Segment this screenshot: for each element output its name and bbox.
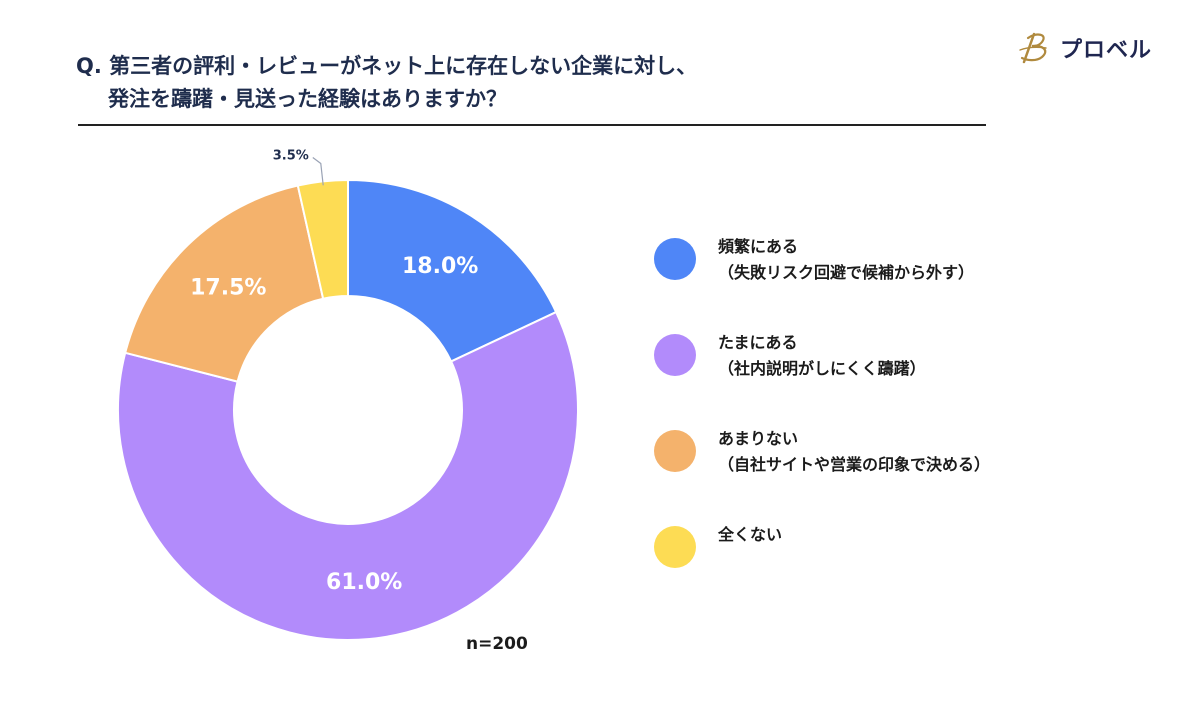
legend-label: 頻繁にある xyxy=(718,237,799,256)
legend-item-never: 全くない xyxy=(654,520,1114,616)
survey-question: Q. 第三者の評利・レビューがネット上に存在しない企業に対し、 発注を躊躇・見送… xyxy=(76,50,697,116)
legend-item-rarely: あまりない （自社サイトや営業の印象で決める） xyxy=(654,424,1114,520)
legend-label: 全くない xyxy=(718,525,783,544)
question-line-1: Q. 第三者の評利・レビューがネット上に存在しない企業に対し、 xyxy=(76,54,698,78)
legend-item-sometimes: たまにある （社内説明がしにくく躊躇） xyxy=(654,328,1114,424)
slice-data-label: 61.0% xyxy=(326,570,402,595)
chart-legend: 頻繁にある （失敗リスク回避で候補から外す） たまにある （社内説明がしにくく躊… xyxy=(654,232,1114,616)
slice-leader-line xyxy=(312,157,324,186)
legend-label: あまりない xyxy=(718,429,799,448)
legend-sublabel: （失敗リスク回避で候補から外す） xyxy=(718,263,975,282)
legend-sublabel: （社内説明がしにくく躊躇） xyxy=(718,359,926,378)
slice-frequent xyxy=(347,178,558,363)
slice-sometimes xyxy=(117,310,579,641)
legend-label: たまにある xyxy=(718,333,798,352)
title-divider xyxy=(78,124,986,126)
legend-swatch xyxy=(654,526,696,568)
gold-b-monogram-icon xyxy=(1019,32,1047,64)
question-line-2: 発注を躊躇・見送った経験はありますか？ xyxy=(108,87,507,111)
slice-data-label: 3.5% xyxy=(273,148,309,163)
slice-data-label: 18.0% xyxy=(402,254,478,279)
slice-data-label: 17.5% xyxy=(190,275,266,300)
slice-never xyxy=(296,178,349,300)
legend-item-frequent: 頻繁にある （失敗リスク回避で候補から外す） xyxy=(654,232,1114,328)
sample-size-label: n=200 xyxy=(466,634,528,654)
legend-swatch xyxy=(654,430,696,472)
legend-sublabel: （自社サイトや営業の印象で決める） xyxy=(718,455,991,474)
slice-rarely xyxy=(124,184,325,383)
legend-swatch xyxy=(654,334,696,376)
legend-swatch xyxy=(654,238,696,280)
logo-text: プロベル xyxy=(1060,38,1153,63)
provel-logo: プロベル xyxy=(1018,30,1152,66)
